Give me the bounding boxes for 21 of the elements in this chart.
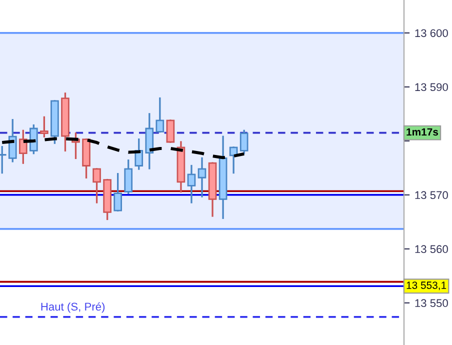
candlestick xyxy=(124,160,133,194)
candlestick xyxy=(156,97,164,133)
annotation: Haut (S, Pré) xyxy=(41,302,105,313)
y-tick-label: 13 560 xyxy=(415,245,448,254)
candlestick xyxy=(114,173,122,212)
candlestick xyxy=(92,168,101,204)
y-tick-label: 13 570 xyxy=(415,191,448,200)
candlestick xyxy=(8,119,17,162)
y-tick-label: 13 600 xyxy=(415,29,448,38)
candlestick xyxy=(198,157,206,198)
candlestick xyxy=(166,120,175,143)
candlestick xyxy=(240,130,248,154)
candlestick xyxy=(30,124,38,154)
candlestick xyxy=(134,138,144,170)
ref-line-label: 13 553,1 xyxy=(406,282,446,290)
candlestick xyxy=(40,116,48,138)
ref-line-label: 1m17s xyxy=(406,128,438,136)
y-tick-label: 13 550 xyxy=(415,299,448,308)
y-tick-label: 13 590 xyxy=(415,83,448,92)
candlestick xyxy=(18,130,28,164)
candlestick xyxy=(187,164,196,204)
